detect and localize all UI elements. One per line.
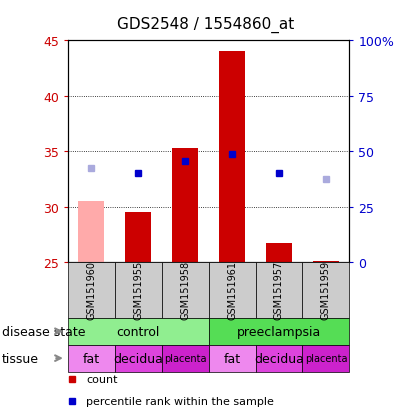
Bar [172, 148, 198, 262]
Text: disease state: disease state [2, 325, 85, 338]
Bar [219, 52, 245, 262]
Bar [79, 202, 104, 262]
Text: decidua: decidua [113, 352, 163, 365]
Text: preeclampsia: preeclampsia [237, 325, 321, 338]
Text: GSM151957: GSM151957 [274, 261, 284, 320]
Bar [313, 261, 339, 262]
Text: GSM151960: GSM151960 [86, 261, 96, 320]
Text: decidua: decidua [254, 352, 304, 365]
Text: fat: fat [224, 352, 240, 365]
Text: GSM151961: GSM151961 [227, 261, 237, 320]
Text: count: count [86, 374, 118, 384]
Text: GSM151955: GSM151955 [133, 261, 143, 320]
Bar [266, 244, 292, 262]
Text: control: control [116, 325, 160, 338]
Text: placenta: placenta [305, 353, 347, 363]
Text: placenta: placenta [164, 353, 206, 363]
Text: GSM151958: GSM151958 [180, 261, 190, 320]
Text: fat: fat [83, 352, 100, 365]
Text: tissue: tissue [2, 352, 39, 365]
Bar [125, 213, 151, 262]
Text: GDS2548 / 1554860_at: GDS2548 / 1554860_at [117, 17, 294, 33]
Text: percentile rank within the sample: percentile rank within the sample [86, 396, 274, 406]
Text: GSM151959: GSM151959 [321, 261, 331, 320]
